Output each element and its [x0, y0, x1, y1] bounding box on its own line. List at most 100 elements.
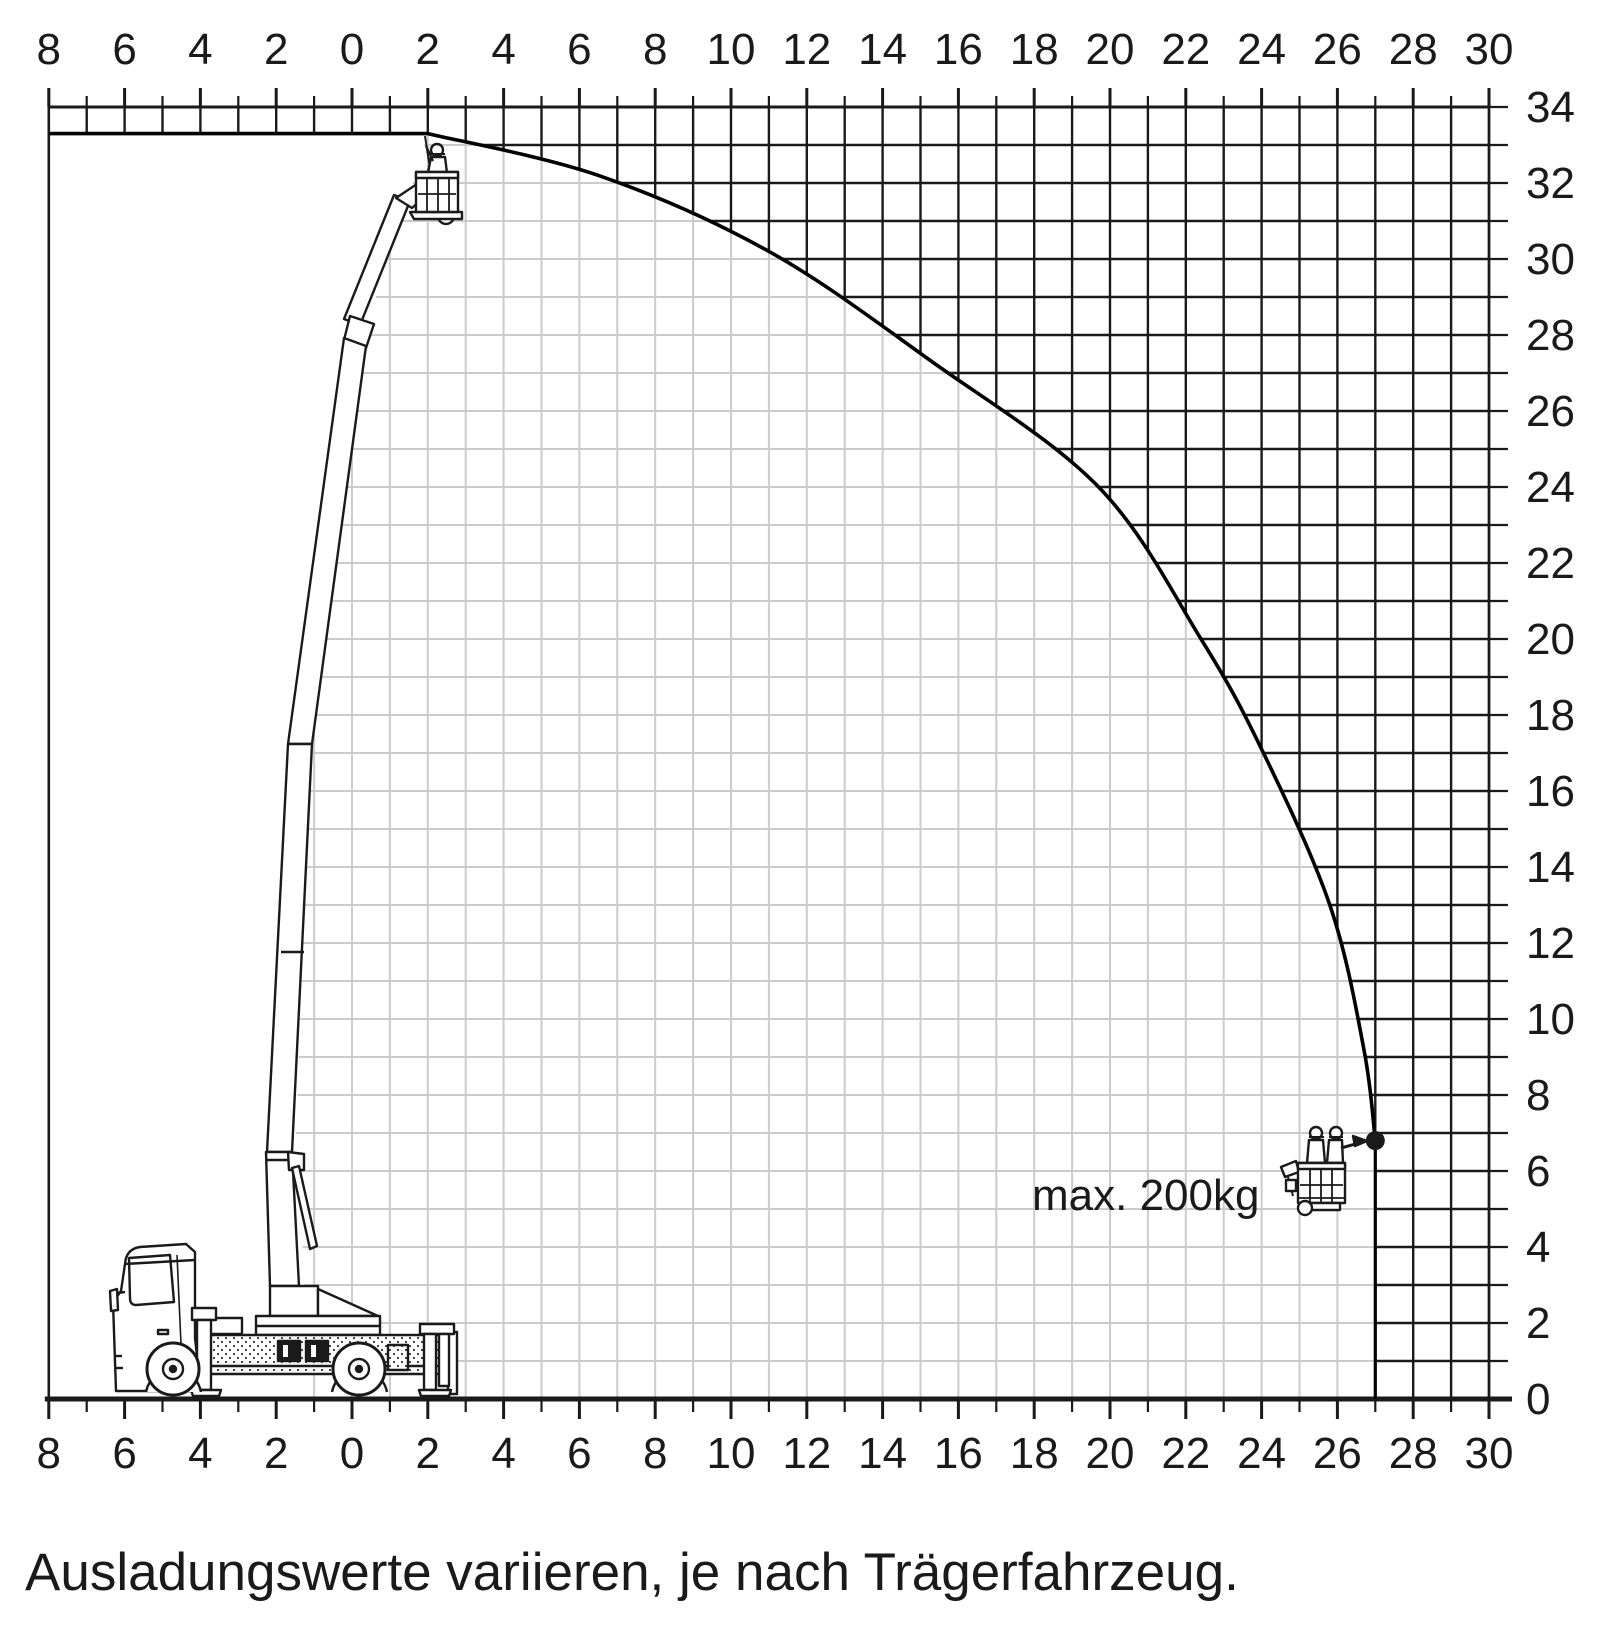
side-tool-plate — [1279, 1159, 1301, 1179]
worker-body — [426, 155, 449, 175]
max-load-label: max. 200kg — [1032, 1171, 1259, 1220]
boom-luffing-cylinder — [290, 1164, 319, 1251]
bed-block-1-slot — [283, 1345, 288, 1357]
turret-pedestal — [268, 1284, 320, 1318]
top-axis-label: 26 — [1313, 25, 1362, 74]
side-tool-box — [1284, 1178, 1298, 1193]
grid-dark — [47, 105, 1491, 1401]
bottom-axis-label: 10 — [707, 1429, 756, 1478]
boom — [264, 180, 456, 1288]
right-axis-label: 2 — [1526, 1299, 1550, 1348]
pointing-arrow — [1351, 1134, 1369, 1148]
bottom-axis-label: 20 — [1086, 1429, 1135, 1478]
rear-outrigger-bracket — [418, 1322, 456, 1336]
rear-outrigger-beam-2 — [437, 1332, 451, 1388]
axes: 8 6 4 2 0 2 4 6 8 10 12 14 16 18 20 22 24 26 28 308 6 4 2 0 2 4 6 8… — [37, 25, 1575, 1478]
right-axis-label: 28 — [1526, 311, 1575, 360]
top-axis-label: 14 — [858, 25, 907, 74]
top-axis-label: 6 — [112, 25, 136, 74]
right-axis-label: 34 — [1526, 83, 1575, 132]
top-axis-label: 28 — [1389, 25, 1438, 74]
bed-block-2-slot — [311, 1345, 316, 1357]
top-axis-label: 22 — [1161, 25, 1210, 74]
top-axis-label: 10 — [707, 25, 756, 74]
rear-outrigger-beam-1 — [422, 1332, 438, 1392]
cab-roofline — [124, 1258, 196, 1266]
max-outreach-dot — [1365, 1131, 1385, 1151]
basket-top-rail — [414, 170, 460, 180]
top-axis-label: 8 — [643, 25, 667, 74]
bottom-axis-label: 22 — [1161, 1429, 1210, 1478]
top-axis-label: 18 — [1010, 25, 1059, 74]
boom-telescope-lower — [265, 742, 314, 1154]
right-axis-label: 32 — [1526, 159, 1575, 208]
rear-box — [386, 1343, 410, 1372]
bottom-axis-label: 0 — [340, 1429, 364, 1478]
front-wheel-center — [168, 1364, 178, 1374]
right-axis-label: 12 — [1526, 919, 1575, 968]
rear-outrigger-foot — [417, 1388, 453, 1398]
turret — [254, 1284, 382, 1337]
worker2-body — [1325, 1138, 1345, 1165]
worker1-body — [1305, 1138, 1327, 1165]
bottom-axis-label: 6 — [567, 1429, 591, 1478]
right-axis-label: 6 — [1526, 1147, 1550, 1196]
top-axis-label: 0 — [340, 25, 364, 74]
basket-top-rail — [1296, 1161, 1347, 1171]
bottom-axis-label: 14 — [858, 1429, 907, 1478]
top-axis-label: 24 — [1237, 25, 1286, 74]
bottom-axis-label: 16 — [934, 1429, 983, 1478]
bed-block-1 — [276, 1339, 302, 1363]
bottom-axis-label: 24 — [1237, 1429, 1286, 1478]
top-axis-label: 2 — [264, 25, 288, 74]
outriggers — [189, 1306, 456, 1398]
basket-caster — [1296, 1199, 1314, 1217]
bottom-axis-label: 28 — [1389, 1429, 1438, 1478]
cab-mirror-arm — [116, 1290, 126, 1295]
annotations: max. 200kg — [1032, 1131, 1385, 1220]
top-axis-label: 2 — [416, 25, 440, 74]
cab-door-seam — [176, 1254, 182, 1345]
cab-handle — [156, 1328, 170, 1336]
top-axis-label: 16 — [934, 25, 983, 74]
bottom-axis-label: 4 — [188, 1429, 212, 1478]
bottom-axis-label: 8 — [643, 1429, 667, 1478]
turret-brace — [316, 1287, 380, 1318]
aerial-basket-top-icon — [408, 135, 464, 221]
aerial-basket-right-icon — [1279, 1125, 1369, 1217]
envelope-curve — [48, 131, 1378, 1141]
right-axis-label: 30 — [1526, 235, 1575, 284]
right-axis-label: 16 — [1526, 767, 1575, 816]
bottom-axis-label: 2 — [264, 1429, 288, 1478]
truck-illustration — [108, 180, 459, 1398]
wheels — [144, 1341, 389, 1397]
top-axis-label: 12 — [782, 25, 831, 74]
bottom-axis-label: 4 — [491, 1429, 515, 1478]
envelope-boundary — [48, 131, 1378, 1399]
top-axis-label: 6 — [567, 25, 591, 74]
right-axis-label: 24 — [1526, 463, 1575, 512]
bed-block-2 — [304, 1339, 330, 1363]
right-axis-label: 8 — [1526, 1071, 1550, 1120]
boom-telescope-upper — [286, 336, 368, 746]
right-axis-label: 10 — [1526, 995, 1575, 1044]
top-axis-label: 30 — [1465, 25, 1514, 74]
cab-mirror — [108, 1287, 120, 1313]
cab-window — [127, 1253, 176, 1307]
worker-arm — [425, 145, 434, 162]
right-axis-label: 14 — [1526, 843, 1575, 892]
right-axis-label: 22 — [1526, 539, 1575, 588]
right-axis-label: 0 — [1526, 1375, 1550, 1424]
top-axis-label: 20 — [1086, 25, 1135, 74]
caption-text: Ausladungswerte variieren, je nach Träge… — [25, 1543, 1239, 1602]
bottom-axis-label: 12 — [782, 1429, 831, 1478]
rear-wheel-center — [354, 1364, 364, 1374]
right-axis-label: 26 — [1526, 387, 1575, 436]
top-axis-label: 4 — [188, 25, 212, 74]
bottom-axis-label: 30 — [1465, 1429, 1514, 1478]
bottom-axis-label: 18 — [1010, 1429, 1059, 1478]
top-axis-label: 4 — [491, 25, 515, 74]
right-axis-label: 4 — [1526, 1223, 1550, 1272]
